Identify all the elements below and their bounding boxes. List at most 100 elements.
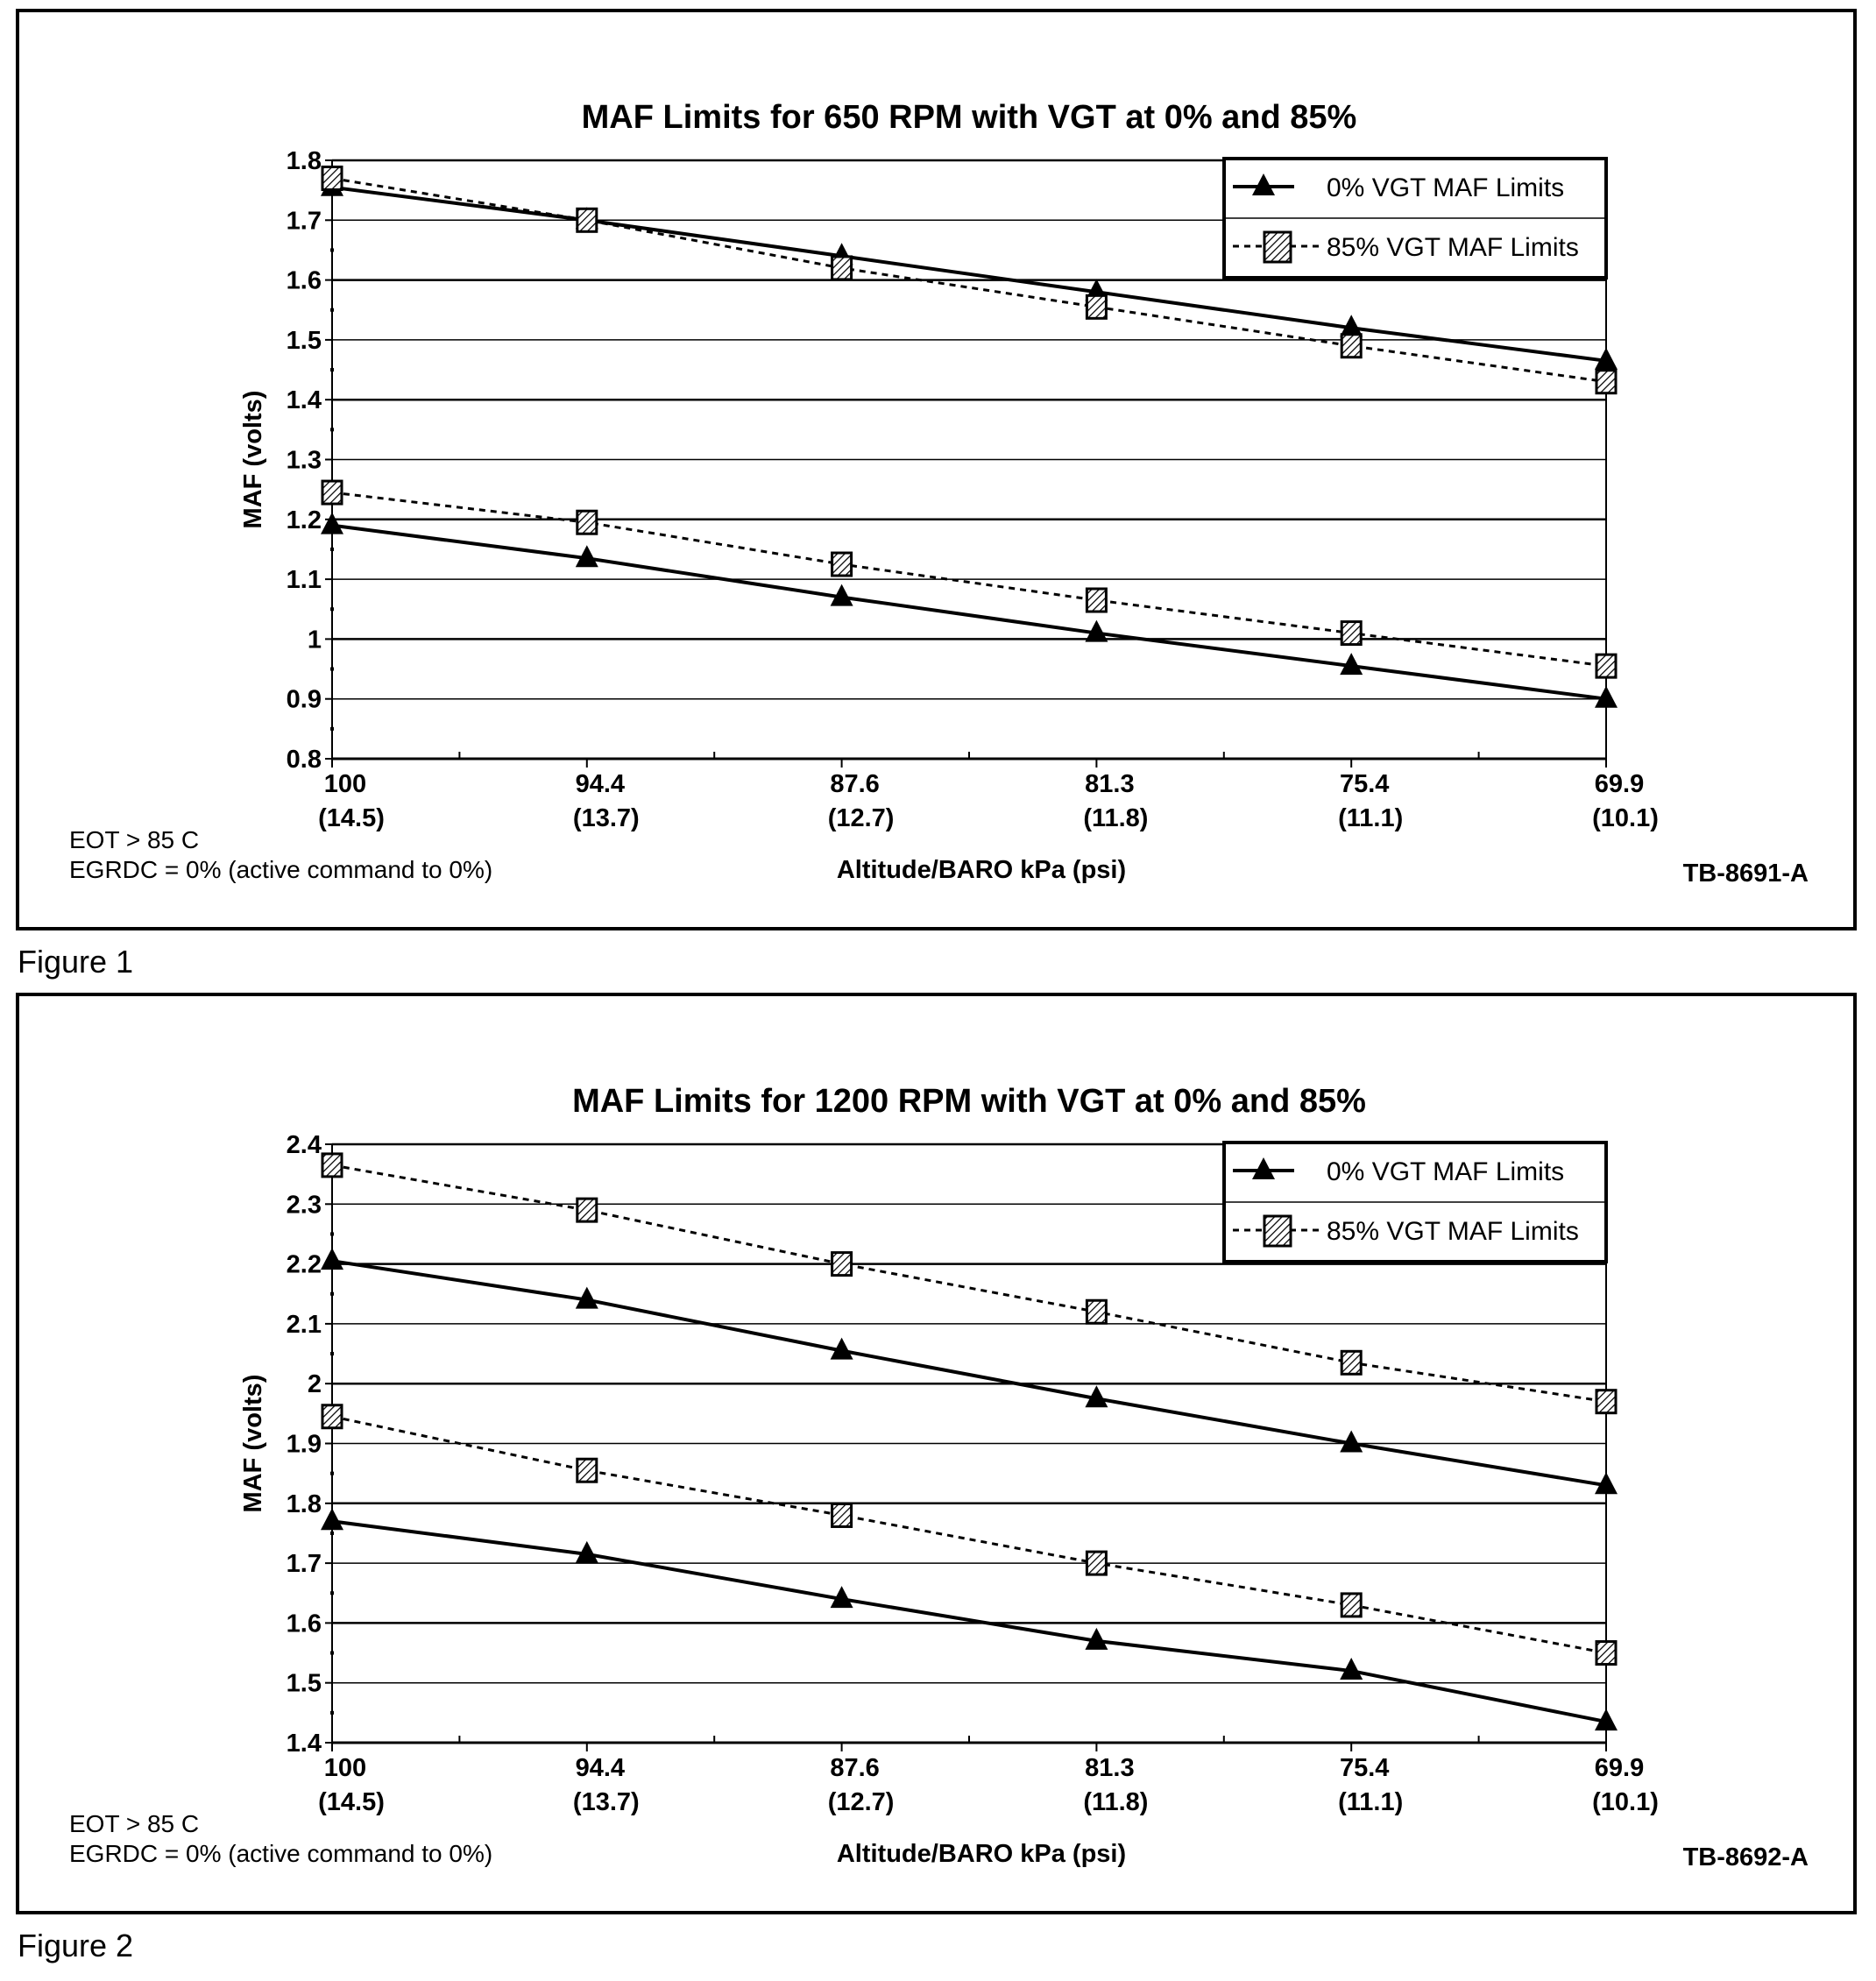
triangle-marker <box>575 545 598 568</box>
hatched-square-marker <box>1340 333 1363 359</box>
y-tick-label: 2.3 <box>287 1191 322 1219</box>
x-tick-label-psi: (11.8) <box>1083 1788 1148 1816</box>
y-tick-label: 1.5 <box>287 327 322 355</box>
series-1 <box>321 1152 1618 1415</box>
triangle-marker <box>1252 173 1275 195</box>
x-tick-label: 81.3 <box>1085 1754 1134 1782</box>
hatched-square-marker <box>576 1197 598 1223</box>
x-tick-label: 75.4 <box>1340 770 1389 798</box>
figure-frame <box>16 9 1857 930</box>
triangle-marker <box>1085 619 1108 642</box>
series-2 <box>321 1248 1618 1495</box>
x-tick-label-psi: (13.7) <box>573 804 640 832</box>
hatched-square-marker <box>1595 653 1618 679</box>
y-tick-label: 0.9 <box>287 686 322 714</box>
series-line <box>331 185 1607 363</box>
legend-label: 85% VGT MAF Limits <box>1327 1217 1579 1246</box>
y-tick-label: 1.7 <box>287 1550 322 1578</box>
x-tick-label-psi: (12.7) <box>828 804 895 832</box>
triangle-marker <box>1595 1709 1618 1731</box>
x-tick-label-psi: (11.1) <box>1338 1788 1403 1816</box>
y-tick-label: 1.9 <box>287 1431 322 1459</box>
figure-caption: Figure 1 <box>18 944 133 980</box>
x-tick-label-psi: (11.8) <box>1083 804 1148 832</box>
series-line <box>331 1519 1607 1724</box>
series-2 <box>321 165 1618 395</box>
hatched-square-marker <box>321 1152 343 1178</box>
hatched-square-marker <box>321 1404 343 1430</box>
y-tick-label: 2.2 <box>287 1251 322 1279</box>
triangle-marker <box>1595 347 1618 370</box>
triangle-marker <box>1340 1430 1363 1453</box>
hatched-square-marker <box>831 255 853 281</box>
hatched-square-marker <box>1340 1592 1363 1618</box>
x-tick-label-psi: (10.1) <box>1592 1788 1659 1816</box>
hatched-square-marker <box>831 1251 853 1277</box>
series-line <box>331 177 1607 384</box>
hatched-square-marker <box>1340 620 1363 647</box>
x-tick-label: 94.4 <box>576 770 625 798</box>
hatched-square-marker <box>1595 1389 1618 1415</box>
x-tick-label: 100 <box>324 1754 366 1782</box>
y-tick-label: 1 <box>308 626 322 654</box>
y-tick-label: 1.4 <box>287 1730 322 1758</box>
condition-note: EGRDC = 0% (active command to 0%) <box>69 856 492 883</box>
x-tick-label: 75.4 <box>1340 1754 1389 1782</box>
y-tick-label: 2.1 <box>287 1311 322 1339</box>
x-tick-label-psi: (13.7) <box>573 1788 640 1816</box>
x-tick-label: 100 <box>324 770 366 798</box>
legend-label: 0% VGT MAF Limits <box>1327 173 1564 202</box>
y-tick-label: 1.6 <box>287 267 322 295</box>
y-tick-label: 1.1 <box>287 566 322 594</box>
y-tick-label: 2.4 <box>287 1131 322 1159</box>
x-tick-label: 69.9 <box>1595 1754 1644 1782</box>
y-tick-label: 1.6 <box>287 1610 322 1638</box>
figure-caption: Figure 2 <box>18 1928 133 1963</box>
triangle-marker <box>1085 1627 1108 1650</box>
figure-code: TB-8692-A <box>1683 1843 1809 1871</box>
chart-title: MAF Limits for 1200 RPM with VGT at 0% a… <box>572 1083 1366 1120</box>
x-tick-label: 87.6 <box>830 770 879 798</box>
triangle-marker <box>830 1337 853 1360</box>
chart-1: Figure 1 MAF Limits for 650 RPM with VGT … <box>16 9 1857 980</box>
y-tick-label: 1.7 <box>287 207 322 235</box>
legend-label: 85% VGT MAF Limits <box>1327 233 1579 262</box>
series-line <box>331 1259 1607 1488</box>
series-4 <box>321 1508 1618 1731</box>
x-tick-label-psi: (14.5) <box>318 804 385 832</box>
y-tick-label: 1.5 <box>287 1670 322 1698</box>
hatched-square-marker <box>1085 1298 1108 1325</box>
figure-code: TB-8691-A <box>1683 860 1809 888</box>
hatched-square-marker <box>1085 587 1108 613</box>
x-tick-label-psi: (12.7) <box>828 1788 895 1816</box>
triangle-marker <box>1595 1472 1618 1495</box>
legend: 0% VGT MAF Limits 85% VGT MAF Limits <box>1222 1141 1608 1263</box>
x-tick-label: 94.4 <box>576 1754 625 1782</box>
series-line <box>331 1415 1607 1655</box>
triangle-marker <box>321 512 343 534</box>
triangle-marker <box>1340 1658 1363 1680</box>
triangle-marker <box>575 1286 598 1309</box>
legend-label: 0% VGT MAF Limits <box>1327 1157 1564 1186</box>
hatched-square-marker <box>576 207 598 233</box>
chart-title: MAF Limits for 650 RPM with VGT at 0% an… <box>582 99 1357 136</box>
hatched-square-marker <box>576 1457 598 1483</box>
triangle-marker <box>575 1540 598 1563</box>
chart-2: Figure 2 MAF Limits for 1200 RPM with VGT… <box>16 993 1857 1963</box>
triangle-marker <box>830 584 853 606</box>
hatched-square-marker <box>1340 1349 1363 1376</box>
y-axis-label: MAF (volts) <box>239 391 267 529</box>
x-tick-label: 81.3 <box>1085 770 1134 798</box>
triangle-marker <box>1085 1385 1108 1408</box>
y-tick-label: 1.8 <box>287 147 322 175</box>
hatched-square-marker <box>321 165 343 191</box>
x-tick-label: 87.6 <box>830 1754 879 1782</box>
y-tick-label: 1.2 <box>287 506 322 534</box>
hatched-square-marker <box>831 551 853 577</box>
x-tick-label-psi: (10.1) <box>1592 804 1659 832</box>
y-axis-label: MAF (volts) <box>239 1375 267 1513</box>
triangle-marker <box>321 1508 343 1531</box>
x-axis-label: Altitude/BARO kPa (psi) <box>837 856 1126 884</box>
hatched-square-marker <box>576 509 598 535</box>
